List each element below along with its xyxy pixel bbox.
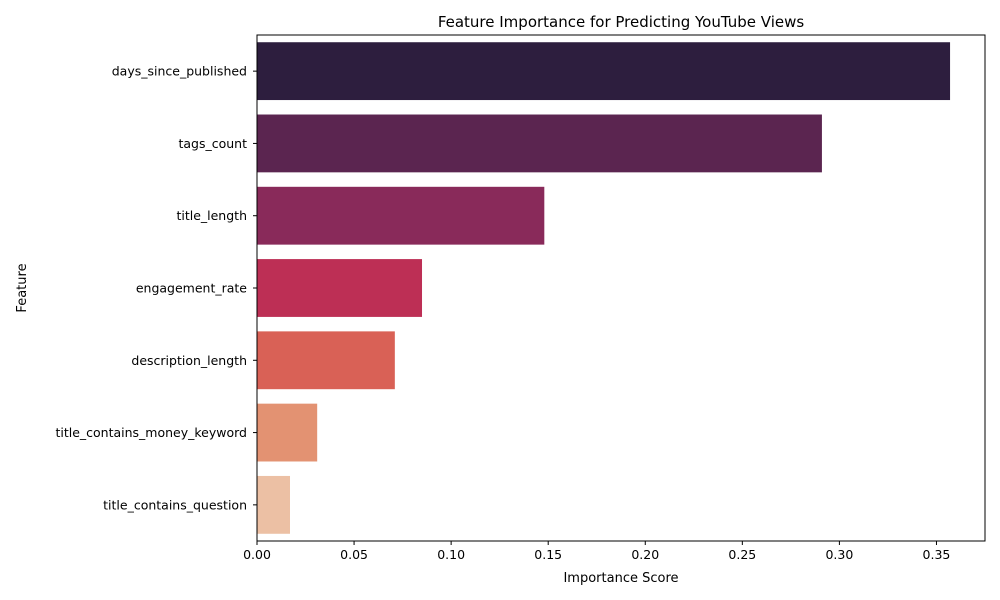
y-tick-label: engagement_rate — [136, 281, 247, 296]
y-tick-label: title_contains_question — [103, 497, 247, 512]
x-tick-label: 0.25 — [728, 547, 756, 562]
y-axis-label: Feature — [15, 263, 30, 312]
bar-tags-count — [257, 114, 822, 173]
x-tick-label: 0.05 — [340, 547, 368, 562]
x-axis-label: Importance Score — [563, 571, 678, 586]
x-tick-label: 0.20 — [631, 547, 659, 562]
x-tick-label: 0.10 — [437, 547, 465, 562]
plot-frame — [256, 34, 986, 542]
y-tick-label: title_length — [176, 208, 247, 223]
x-tick-label: 0.15 — [534, 547, 562, 562]
bar-description-length — [257, 331, 395, 390]
y-tick-label: tags_count — [178, 136, 247, 151]
chart-title: Feature Importance for Predicting YouTub… — [438, 13, 805, 31]
y-tick-label: days_since_published — [112, 64, 247, 79]
bar-title-contains-money-keyword — [257, 403, 318, 462]
y-axis-ticks: days_since_published tags_count title_leng… — [55, 64, 257, 512]
bar-days-since-published — [257, 42, 951, 101]
y-tick-label: title_contains_money_keyword — [55, 425, 247, 440]
y-tick-label: description_length — [131, 353, 247, 368]
bar-title-contains-question — [257, 475, 291, 534]
x-tick-label: 0.35 — [923, 547, 951, 562]
x-axis-ticks: 0.00 0.05 0.10 0.15 0.20 0.25 0.30 0.35 — [243, 541, 950, 562]
x-tick-label: 0.30 — [825, 547, 853, 562]
bar-engagement-rate — [257, 259, 423, 317]
x-tick-label: 0.00 — [243, 547, 271, 562]
bar-title-length — [257, 186, 545, 245]
bars-group — [257, 42, 951, 534]
